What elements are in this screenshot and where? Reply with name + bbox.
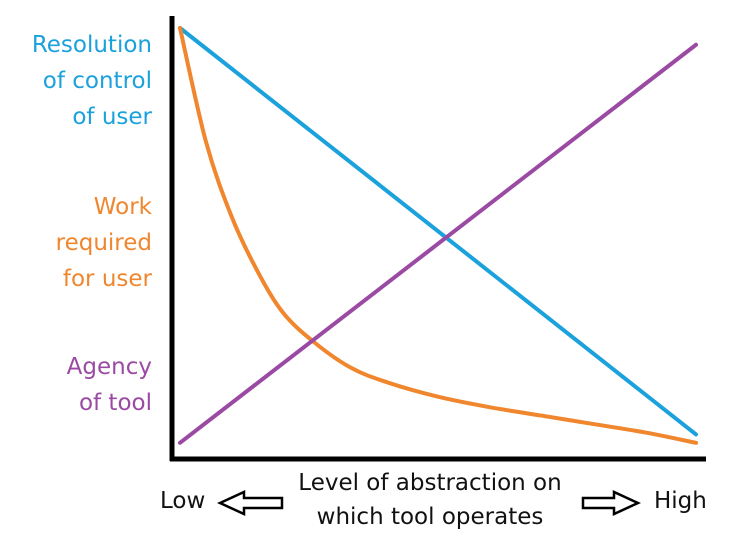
x-axis-title: Level of abstraction on which tool opera… xyxy=(240,466,620,534)
label-agency-of-tool: Agency of tool xyxy=(67,349,152,421)
label-line: of tool xyxy=(78,390,152,416)
label-resolution-of-control: Resolution of control of user xyxy=(32,27,152,135)
series-line-resolution-of-control xyxy=(178,26,698,437)
left-arrow-icon xyxy=(216,490,284,516)
label-line: of control xyxy=(42,68,152,94)
label-line: for user xyxy=(62,266,152,292)
label-line: Resolution xyxy=(31,32,152,58)
label-line: required xyxy=(55,230,152,256)
x-axis-title-line: which tool operates xyxy=(316,504,544,530)
series-line-agency-of-tool xyxy=(178,42,698,445)
label-work-required: Work required for user xyxy=(56,189,152,297)
right-arrow-icon xyxy=(581,490,642,516)
label-line: Agency xyxy=(66,354,152,380)
label-line: Work xyxy=(93,194,152,220)
x-high-label: High xyxy=(654,488,707,514)
x-low-label: Low xyxy=(160,488,206,514)
label-line: of user xyxy=(72,104,152,130)
x-axis-title-line: Level of abstraction on xyxy=(298,470,562,496)
series-line-work-required xyxy=(178,26,698,445)
